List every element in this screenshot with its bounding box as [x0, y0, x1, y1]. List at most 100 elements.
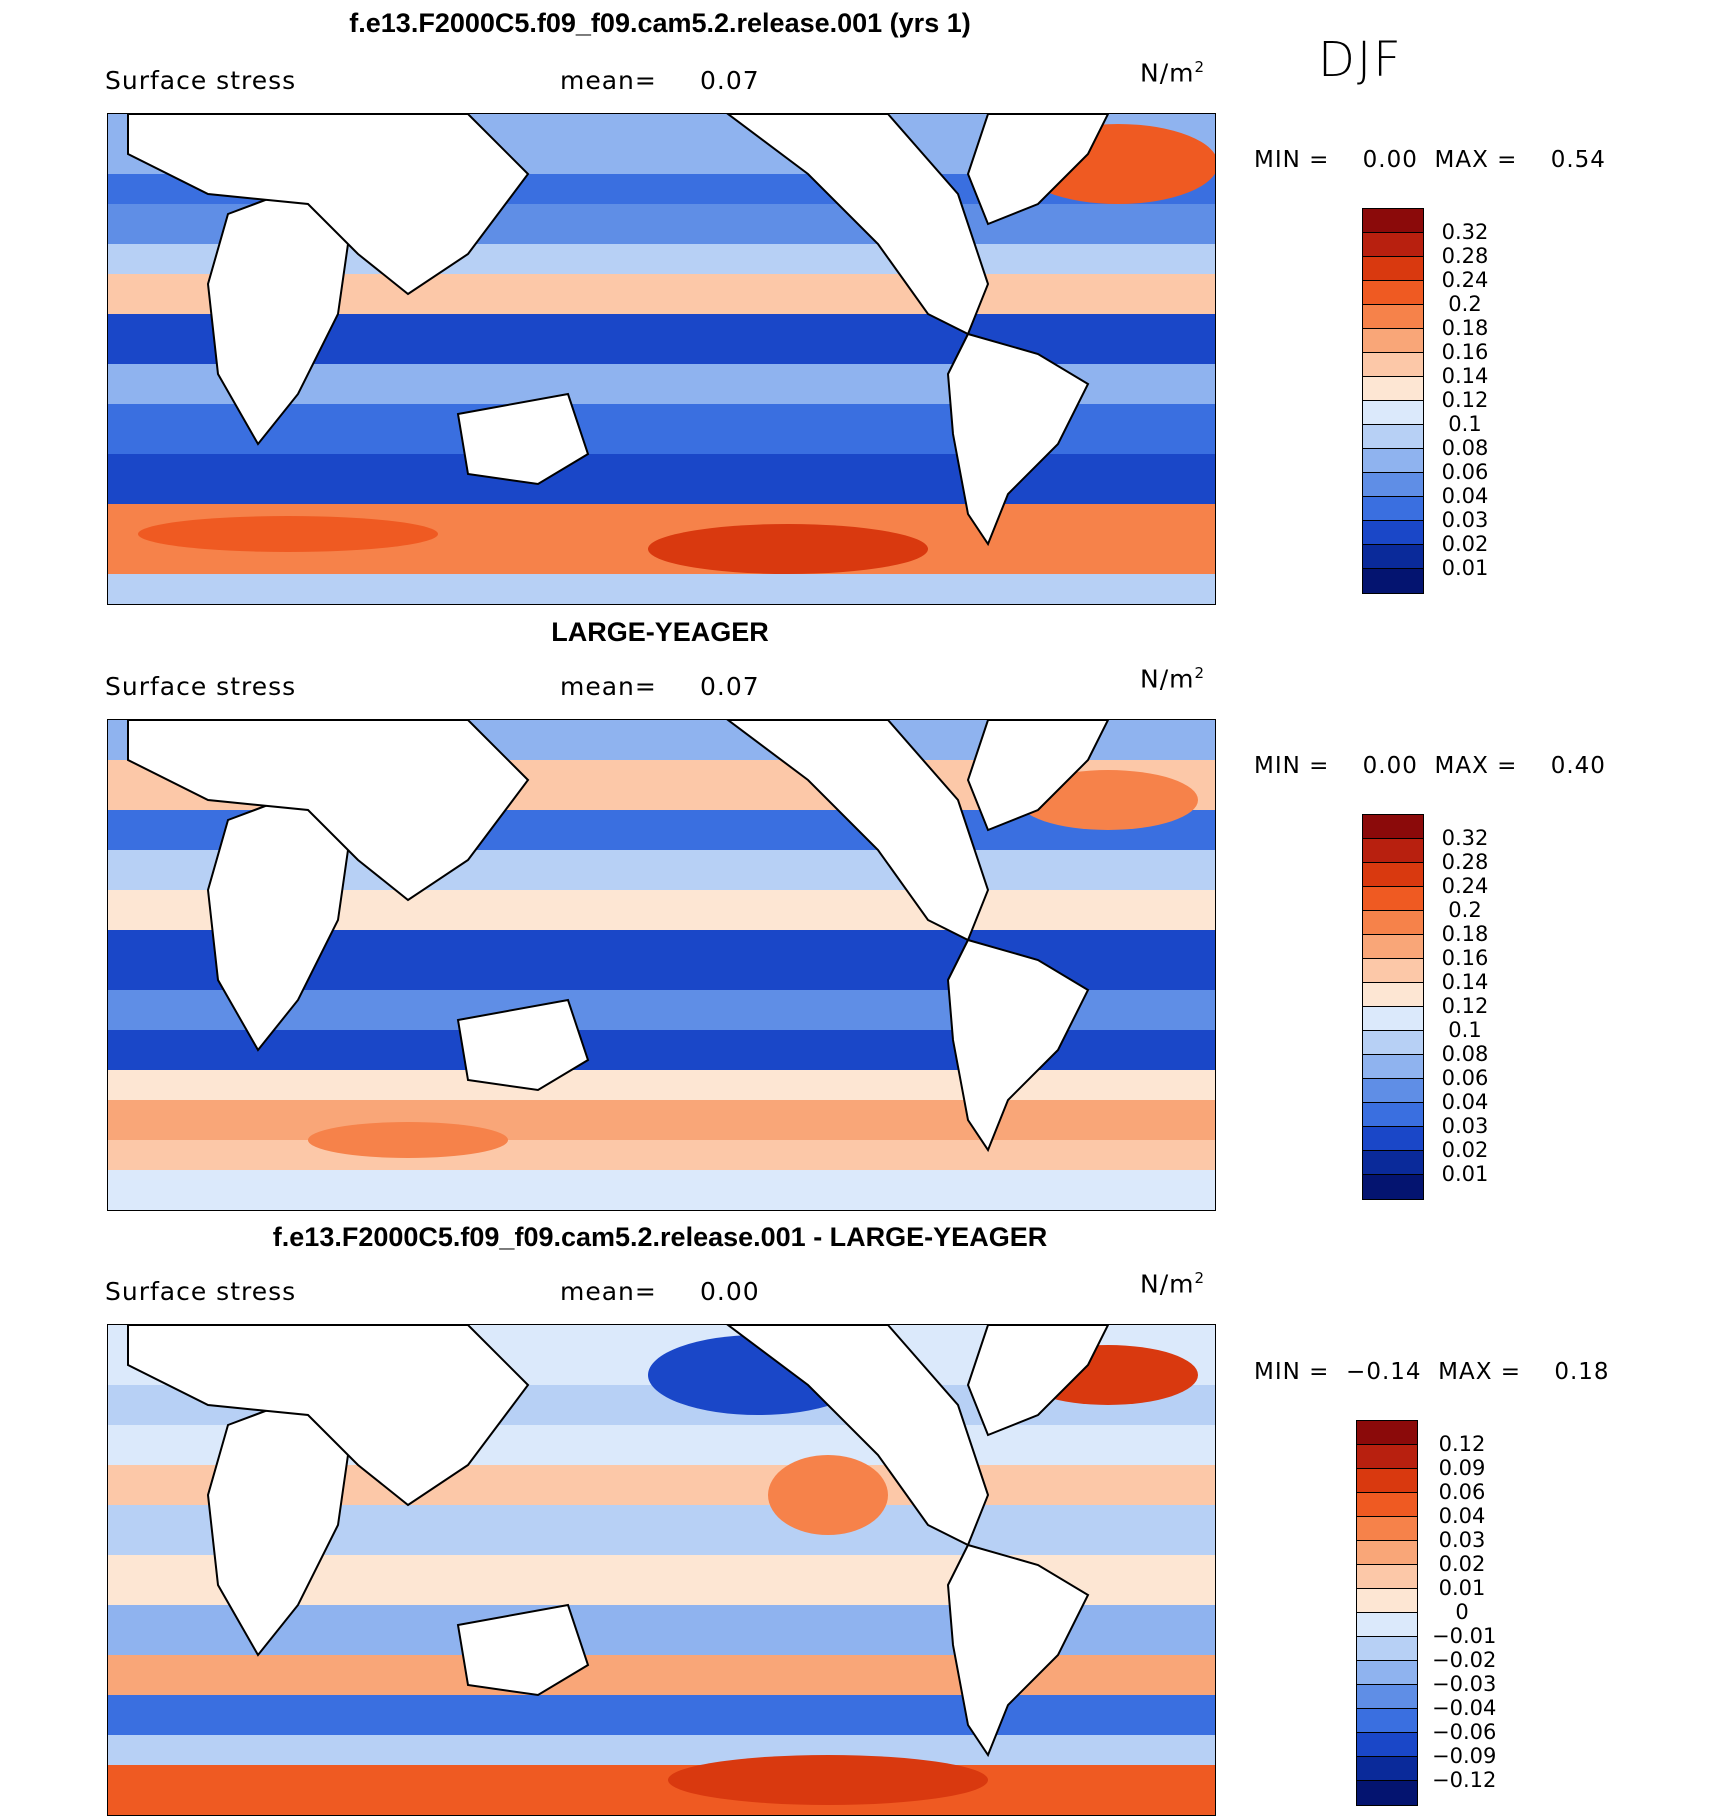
colorbar-tick-label: −0.06 [1432, 1720, 1497, 1744]
colorbar-tick-label: 0 [1455, 1600, 1469, 1624]
colorbar-segment [1363, 473, 1423, 497]
colorbar-segment [1363, 449, 1423, 473]
colorbar-segment [1357, 1421, 1417, 1445]
colorbar-tick-label: 0.1 [1448, 412, 1482, 436]
colorbar-segment [1363, 209, 1423, 233]
colorbar-segment [1357, 1781, 1417, 1805]
colorbar-segment [1363, 545, 1423, 569]
colorbar-tick-label: 0.16 [1441, 340, 1489, 364]
colorbar-tick-label: 0.03 [1441, 508, 1489, 532]
colorbar-tick-label: −0.03 [1432, 1672, 1497, 1696]
panel-3-variable: Surface stress [105, 1277, 297, 1306]
panel-2-mean-value: 0.07 [700, 672, 760, 701]
colorbar-segment [1357, 1757, 1417, 1781]
colorbar-tick-label: 0.2 [1448, 292, 1482, 316]
map-surface-stress-difference [108, 1325, 1215, 1815]
colorbar-tick-label: 0.24 [1441, 268, 1489, 292]
map-surface-stress-model [108, 114, 1215, 604]
colorbar-segment [1363, 887, 1423, 911]
panel-1-minmax: MIN = 0.00 MAX = 0.54 [1254, 147, 1606, 173]
colorbar-tick-label: 0.04 [1441, 1090, 1489, 1114]
colorbar-tick-label: 0.28 [1441, 244, 1489, 268]
colorbar-segment [1363, 305, 1423, 329]
colorbar-tick-label: 0.24 [1441, 874, 1489, 898]
panel-2-colorbar [1362, 814, 1424, 1200]
panel-1-colorbar [1362, 208, 1424, 594]
panel-3-colorbar [1356, 1420, 1418, 1806]
panel-3-minmax: MIN = −0.14 MAX = 0.18 [1254, 1359, 1610, 1385]
panel-1-mean-value: 0.07 [700, 66, 760, 95]
map-surface-stress-observed [108, 720, 1215, 1210]
colorbar-segment [1363, 377, 1423, 401]
colorbar-segment [1363, 839, 1423, 863]
colorbar-segment [1357, 1445, 1417, 1469]
panel-2-minmax: MIN = 0.00 MAX = 0.40 [1254, 753, 1606, 779]
colorbar-segment [1363, 911, 1423, 935]
colorbar-tick-label: 0.01 [1438, 1576, 1486, 1600]
colorbar-segment [1357, 1733, 1417, 1757]
colorbar-tick-label: 0.18 [1441, 922, 1489, 946]
panel-3-mean-label: mean= [560, 1277, 657, 1306]
colorbar-tick-label: 0.02 [1441, 532, 1489, 556]
colorbar-segment [1363, 959, 1423, 983]
colorbar-tick-label: 0.02 [1441, 1138, 1489, 1162]
colorbar-tick-label: 0.03 [1441, 1114, 1489, 1138]
colorbar-tick-label: −0.02 [1432, 1648, 1497, 1672]
colorbar-segment [1363, 935, 1423, 959]
colorbar-segment [1357, 1685, 1417, 1709]
season-label: DJF [1318, 32, 1403, 88]
colorbar-segment [1363, 233, 1423, 257]
colorbar-tick-label: 0.14 [1441, 364, 1489, 388]
panel-2-variable: Surface stress [105, 672, 297, 701]
colorbar-segment [1363, 1079, 1423, 1103]
colorbar-tick-label: −0.01 [1432, 1624, 1497, 1648]
colorbar-tick-label: 0.18 [1441, 316, 1489, 340]
colorbar-segment [1363, 497, 1423, 521]
colorbar-segment [1363, 329, 1423, 353]
colorbar-segment [1363, 353, 1423, 377]
colorbar-segment [1357, 1637, 1417, 1661]
colorbar-segment [1357, 1613, 1417, 1637]
colorbar-tick-label: 0.32 [1441, 826, 1489, 850]
colorbar-segment [1357, 1589, 1417, 1613]
colorbar-segment [1363, 1031, 1423, 1055]
colorbar-segment [1363, 425, 1423, 449]
colorbar-segment [1357, 1709, 1417, 1733]
colorbar-segment [1363, 983, 1423, 1007]
colorbar-segment [1363, 1055, 1423, 1079]
colorbar-tick-label: −0.04 [1432, 1696, 1497, 1720]
panel-3-mean-value: 0.00 [700, 1277, 760, 1306]
colorbar-tick-label: −0.12 [1432, 1768, 1497, 1792]
colorbar-segment [1363, 1127, 1423, 1151]
panel-1-map [107, 113, 1216, 605]
colorbar-tick-label: 0.12 [1438, 1432, 1486, 1456]
colorbar-tick-label: 0.32 [1441, 220, 1489, 244]
colorbar-tick-label: 0.04 [1441, 484, 1489, 508]
colorbar-segment [1363, 569, 1423, 593]
panel-1-title: f.e13.F2000C5.f09_f09.cam5.2.release.001… [349, 8, 971, 38]
colorbar-tick-label: 0.28 [1441, 850, 1489, 874]
colorbar-segment [1363, 257, 1423, 281]
colorbar-tick-label: 0.08 [1441, 436, 1489, 460]
colorbar-tick-label: 0.06 [1441, 460, 1489, 484]
colorbar-tick-label: 0.03 [1438, 1528, 1486, 1552]
colorbar-tick-label: 0.01 [1441, 556, 1489, 580]
colorbar-tick-label: 0.02 [1438, 1552, 1486, 1576]
colorbar-segment [1357, 1493, 1417, 1517]
colorbar-segment [1363, 1103, 1423, 1127]
panel-1-mean-label: mean= [560, 66, 657, 95]
panel-3-map [107, 1324, 1216, 1816]
colorbar-tick-label: 0.12 [1441, 994, 1489, 1018]
colorbar-segment [1357, 1565, 1417, 1589]
colorbar-segment [1363, 815, 1423, 839]
colorbar-tick-label: 0.08 [1441, 1042, 1489, 1066]
colorbar-tick-label: 0.16 [1441, 946, 1489, 970]
panel-2-map [107, 719, 1216, 1211]
colorbar-tick-label: 0.04 [1438, 1504, 1486, 1528]
colorbar-tick-label: 0.06 [1441, 1066, 1489, 1090]
panel-2-unit: N/m2 [1140, 664, 1206, 694]
panel-2-title: LARGE-YEAGER [551, 617, 769, 647]
panel-3-unit: N/m2 [1140, 1269, 1206, 1299]
colorbar-segment [1363, 281, 1423, 305]
colorbar-segment [1357, 1469, 1417, 1493]
